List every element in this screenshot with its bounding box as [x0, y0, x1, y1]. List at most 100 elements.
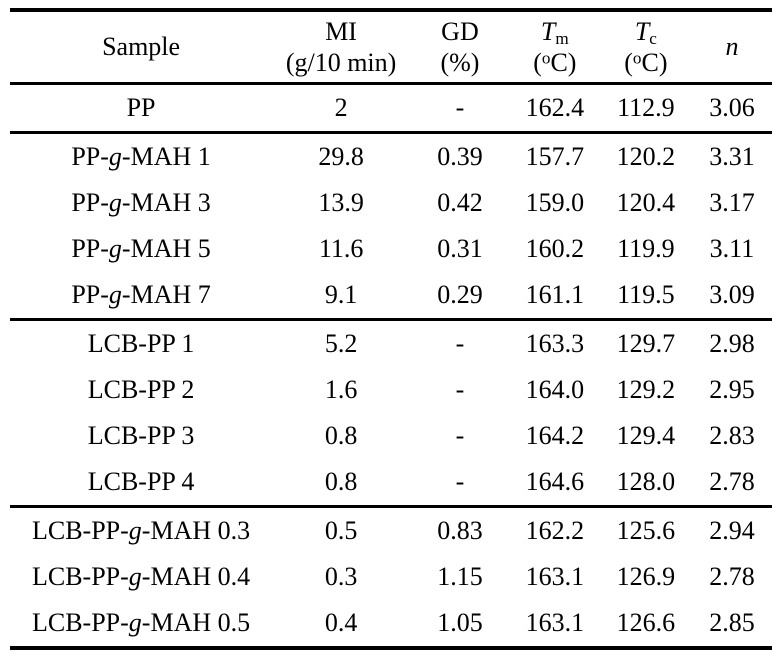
cell-tc: 126.9 [616, 562, 676, 592]
cell-n: 2.83 [709, 421, 755, 451]
cell-tc: 129.2 [616, 375, 676, 405]
header-gd-unit: (%) [440, 48, 480, 77]
cell-gd: - [455, 375, 465, 405]
cell-mi: 0.8 [324, 421, 358, 451]
sample-name-italic: g [108, 234, 122, 264]
cell-mi: 0.3 [324, 562, 358, 592]
cell-mi: 13.9 [318, 188, 364, 218]
table-row: LCB-PP 2 1.6 - 164.0 129.2 2.95 [10, 367, 772, 413]
tm-unit-open: ( [533, 48, 542, 77]
properties-table: Sample MI (g/10 min) GD (%) Tm (oC) Tc (… [10, 8, 772, 650]
table-row: LCB-PP 1 5.2 - 163.3 129.7 2.98 [10, 318, 772, 367]
cell-tm: 161.1 [525, 280, 585, 310]
cell-tc: 129.7 [616, 329, 676, 359]
cell-sample: LCB-PP 2 [10, 375, 272, 405]
cell-tm: 162.4 [525, 93, 585, 123]
header-tc-unit: (oC) [600, 47, 692, 78]
tc-unit-open: ( [624, 48, 633, 77]
cell-sample: PP [10, 93, 272, 123]
header-tc-symbol: Tc [600, 16, 692, 47]
sample-name: LCB-PP 1 [87, 329, 195, 359]
header-mi-abbr: MI [325, 16, 357, 46]
sample-name-suffix: -MAH 7 [121, 280, 211, 310]
sample-name: LCB-PP 4 [87, 467, 195, 497]
cell-n: 3.31 [709, 142, 755, 172]
sample-name-italic: g [108, 188, 122, 218]
cell-tm: 164.6 [525, 467, 585, 497]
sample-name-italic: g [108, 280, 122, 310]
sample-name-suffix: -MAH 0.3 [141, 516, 251, 546]
sample-name: PP- [71, 142, 109, 172]
cell-n: 2.98 [709, 329, 755, 359]
cell-tm: 157.7 [525, 142, 585, 172]
tm-degree-mark: o [541, 48, 551, 68]
tm-subscript: m [555, 28, 569, 48]
cell-gd: 0.83 [437, 516, 483, 546]
cell-n: 2.78 [709, 467, 755, 497]
header-gd-abbr: GD [441, 16, 479, 46]
cell-gd: - [455, 467, 465, 497]
cell-n: 2.94 [709, 516, 755, 546]
cell-n: 3.11 [709, 234, 755, 264]
sample-name: LCB-PP- [31, 516, 129, 546]
cell-n: 3.09 [709, 280, 755, 310]
header-mi: MI (g/10 min) [272, 16, 410, 78]
table-body: PP 2 - 162.4 112.9 3.06 PP-g-MAH 1 29.8 … [10, 85, 772, 646]
cell-mi: 29.8 [318, 142, 364, 172]
cell-tm: 163.1 [525, 608, 585, 638]
cell-sample: LCB-PP-g-MAH 0.4 [10, 562, 272, 592]
sample-name: LCB-PP- [31, 608, 129, 638]
tc-unit-close: C) [641, 48, 668, 77]
cell-tc: 119.5 [617, 280, 675, 310]
cell-gd: 1.05 [437, 608, 483, 638]
cell-sample: PP-g-MAH 3 [10, 188, 272, 218]
header-tm-unit: (oC) [510, 47, 600, 78]
table-row: PP-g-MAH 7 9.1 0.29 161.1 119.5 3.09 [10, 272, 772, 318]
cell-n: 2.78 [709, 562, 755, 592]
cell-tm: 162.2 [525, 516, 585, 546]
cell-n: 2.95 [709, 375, 755, 405]
sample-name: PP- [71, 234, 109, 264]
cell-sample: LCB-PP-g-MAH 0.3 [10, 516, 272, 546]
sample-name-suffix: -MAH 5 [121, 234, 211, 264]
cell-mi: 11.6 [318, 234, 364, 264]
sample-name-italic: g [128, 562, 142, 592]
header-mi-unit: (g/10 min) [285, 48, 397, 77]
cell-mi: 0.8 [324, 467, 358, 497]
sample-name: PP- [71, 188, 109, 218]
cell-mi: 2 [334, 93, 348, 123]
header-tc: Tc (oC) [600, 16, 692, 78]
cell-tm: 160.2 [525, 234, 585, 264]
header-tm: Tm (oC) [510, 16, 600, 78]
tc-degree-mark: o [632, 48, 642, 68]
sample-name: LCB-PP 3 [87, 421, 195, 451]
table-header-row: Sample MI (g/10 min) GD (%) Tm (oC) Tc (… [10, 12, 772, 85]
cell-n: 2.85 [709, 608, 755, 638]
table-row: PP-g-MAH 1 29.8 0.39 157.7 120.2 3.31 [10, 131, 772, 180]
cell-tm: 159.0 [525, 188, 585, 218]
sample-name: LCB-PP 2 [87, 375, 195, 405]
cell-gd: - [455, 421, 465, 451]
cell-tm: 163.3 [525, 329, 585, 359]
sample-name: PP [126, 93, 156, 123]
sample-name-suffix: -MAH 0.5 [141, 608, 251, 638]
tm-letter: T [540, 16, 556, 46]
cell-gd: 1.15 [437, 562, 483, 592]
cell-mi: 0.5 [324, 516, 358, 546]
cell-tc: 125.6 [616, 516, 676, 546]
cell-tc: 112.9 [617, 93, 675, 123]
sample-name: PP- [71, 280, 109, 310]
header-tm-symbol: Tm [510, 16, 600, 47]
cell-sample: LCB-PP-g-MAH 0.5 [10, 608, 272, 638]
header-n-label: n [725, 32, 739, 62]
header-gd: GD (%) [410, 16, 510, 78]
table-row: LCB-PP-g-MAH 0.3 0.5 0.83 162.2 125.6 2.… [10, 505, 772, 554]
cell-sample: LCB-PP 1 [10, 329, 272, 359]
table-row: PP-g-MAH 3 13.9 0.42 159.0 120.4 3.17 [10, 180, 772, 226]
cell-n: 3.17 [709, 188, 755, 218]
cell-gd: 0.42 [437, 188, 483, 218]
cell-tc: 126.6 [616, 608, 676, 638]
cell-tc: 120.4 [616, 188, 676, 218]
cell-gd: 0.29 [437, 280, 483, 310]
cell-mi: 1.6 [324, 375, 358, 405]
